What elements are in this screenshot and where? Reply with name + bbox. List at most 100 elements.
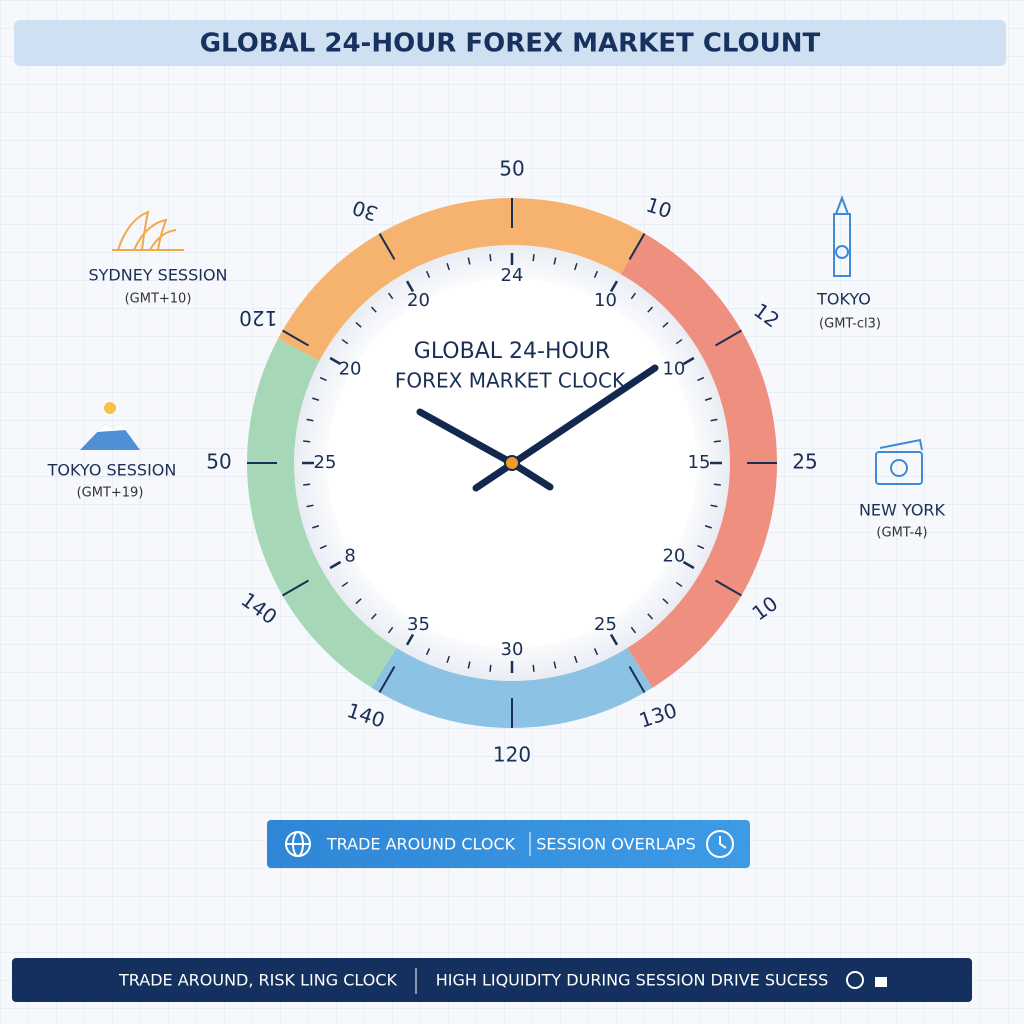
minute-tick [425,648,431,656]
minute-tick [370,613,377,620]
minute-tick [467,661,471,669]
minute-tick [697,544,705,550]
inner-label: 20 [662,546,685,567]
minute-tick [425,270,431,278]
minute-tick [341,581,349,588]
inner-label: 24 [501,265,524,286]
minute-tick [609,633,619,646]
ring-tick [628,666,646,693]
clock-icon [706,830,734,858]
session-name: NEW YORK [859,501,946,520]
button-text: TRADE AROUND CLOCK [326,835,516,854]
ring-tick [378,666,396,693]
minute-tick [387,292,394,300]
minute-tick [341,338,349,345]
ring-tick [378,233,396,260]
minute-tick [489,664,492,672]
minute-tick [532,664,535,672]
minute-ticks [302,253,722,673]
inner-label: 10 [662,359,685,380]
clock-ring [246,197,777,728]
minute-tick [682,560,695,570]
minute-tick [405,280,415,293]
minute-tick [405,633,415,646]
footer-text: HIGH LIQUIDITY DURING SESSION DRIVE SUCE… [436,971,829,990]
ring-tick [628,233,646,260]
minute-tick [704,525,712,529]
action-button[interactable] [267,820,750,868]
minute-tick [574,263,578,271]
opera-house-icon [112,210,184,251]
big-ben-icon [833,195,851,277]
inner-label: 10 [594,290,617,311]
session-zone: (GMT+10) [125,292,192,307]
minute-tick [647,306,654,313]
minute-tick [710,418,718,422]
header-bar [14,20,1006,66]
center-title: GLOBAL 24-HOUR [414,339,610,364]
minute-tick [713,483,721,486]
minute-tick [574,655,578,663]
footer-text: TRADE AROUND, RISK LING CLOCK [118,971,397,990]
session-name: TOKYO [816,290,871,309]
minute-tick [630,626,637,634]
outer-label: 50 [206,450,231,474]
minute-tick [306,504,314,508]
outer-label: 50 [499,157,524,181]
clock-center [504,455,520,471]
minute-tick [662,598,669,605]
session-zone: (GMT-4) [876,526,927,541]
minute-tick [303,440,311,443]
minute-tick [662,321,669,328]
minute-tick [303,483,311,486]
minute-tick [467,257,471,265]
minute-tick [710,504,718,508]
minute-tick [387,626,394,634]
lock-icon [875,977,887,987]
minute-tick [682,356,695,366]
minute-tick [312,397,320,401]
inner-label: 25 [594,614,617,635]
session-zone: (GMT+19) [77,486,144,501]
minute-tick [704,397,712,401]
ring-tick [715,579,742,597]
ring-tick [715,329,742,347]
outer-label: 25 [792,450,817,474]
minute-tick [647,613,654,620]
minute-tick [319,376,327,382]
minute-tick [532,254,535,262]
ring-tick [282,329,309,347]
minute-tick [609,280,619,293]
session-arc [371,645,653,728]
footer-bar [12,958,972,1002]
session-zone: (GMT-cl3) [819,317,881,332]
fuji-icon [80,402,140,450]
inner-label: 20 [407,290,430,311]
minute-tick [312,525,320,529]
session-arc [619,233,777,688]
money-icon [875,438,923,485]
hour-hand [416,408,516,467]
minute-tick [329,560,342,570]
outer-label: 120 [493,743,531,767]
button-text: SESSION OVERLAPS [536,835,695,854]
minute-tick [553,257,557,265]
minute-tick [675,338,683,345]
minute-tick [355,321,362,328]
minute-tick [713,440,721,443]
inner-label: 8 [344,546,355,567]
minute-tick [446,263,450,271]
inner-label: 25 [314,452,337,473]
center-title: FOREX MARKET CLOCK [395,369,626,393]
header-title: GLOBAL 24-HOUR FOREX MARKET CLOUNT [200,29,821,59]
minute-tick [697,376,705,382]
outer-label: 120 [239,306,277,330]
session-arc [246,338,399,688]
minute-tick [553,661,557,669]
inner-label: 20 [339,359,362,380]
minute-tick [370,306,377,313]
minute-tick [306,418,314,422]
minute-tick [630,292,637,300]
minute-tick [355,598,362,605]
minute-tick [319,544,327,550]
